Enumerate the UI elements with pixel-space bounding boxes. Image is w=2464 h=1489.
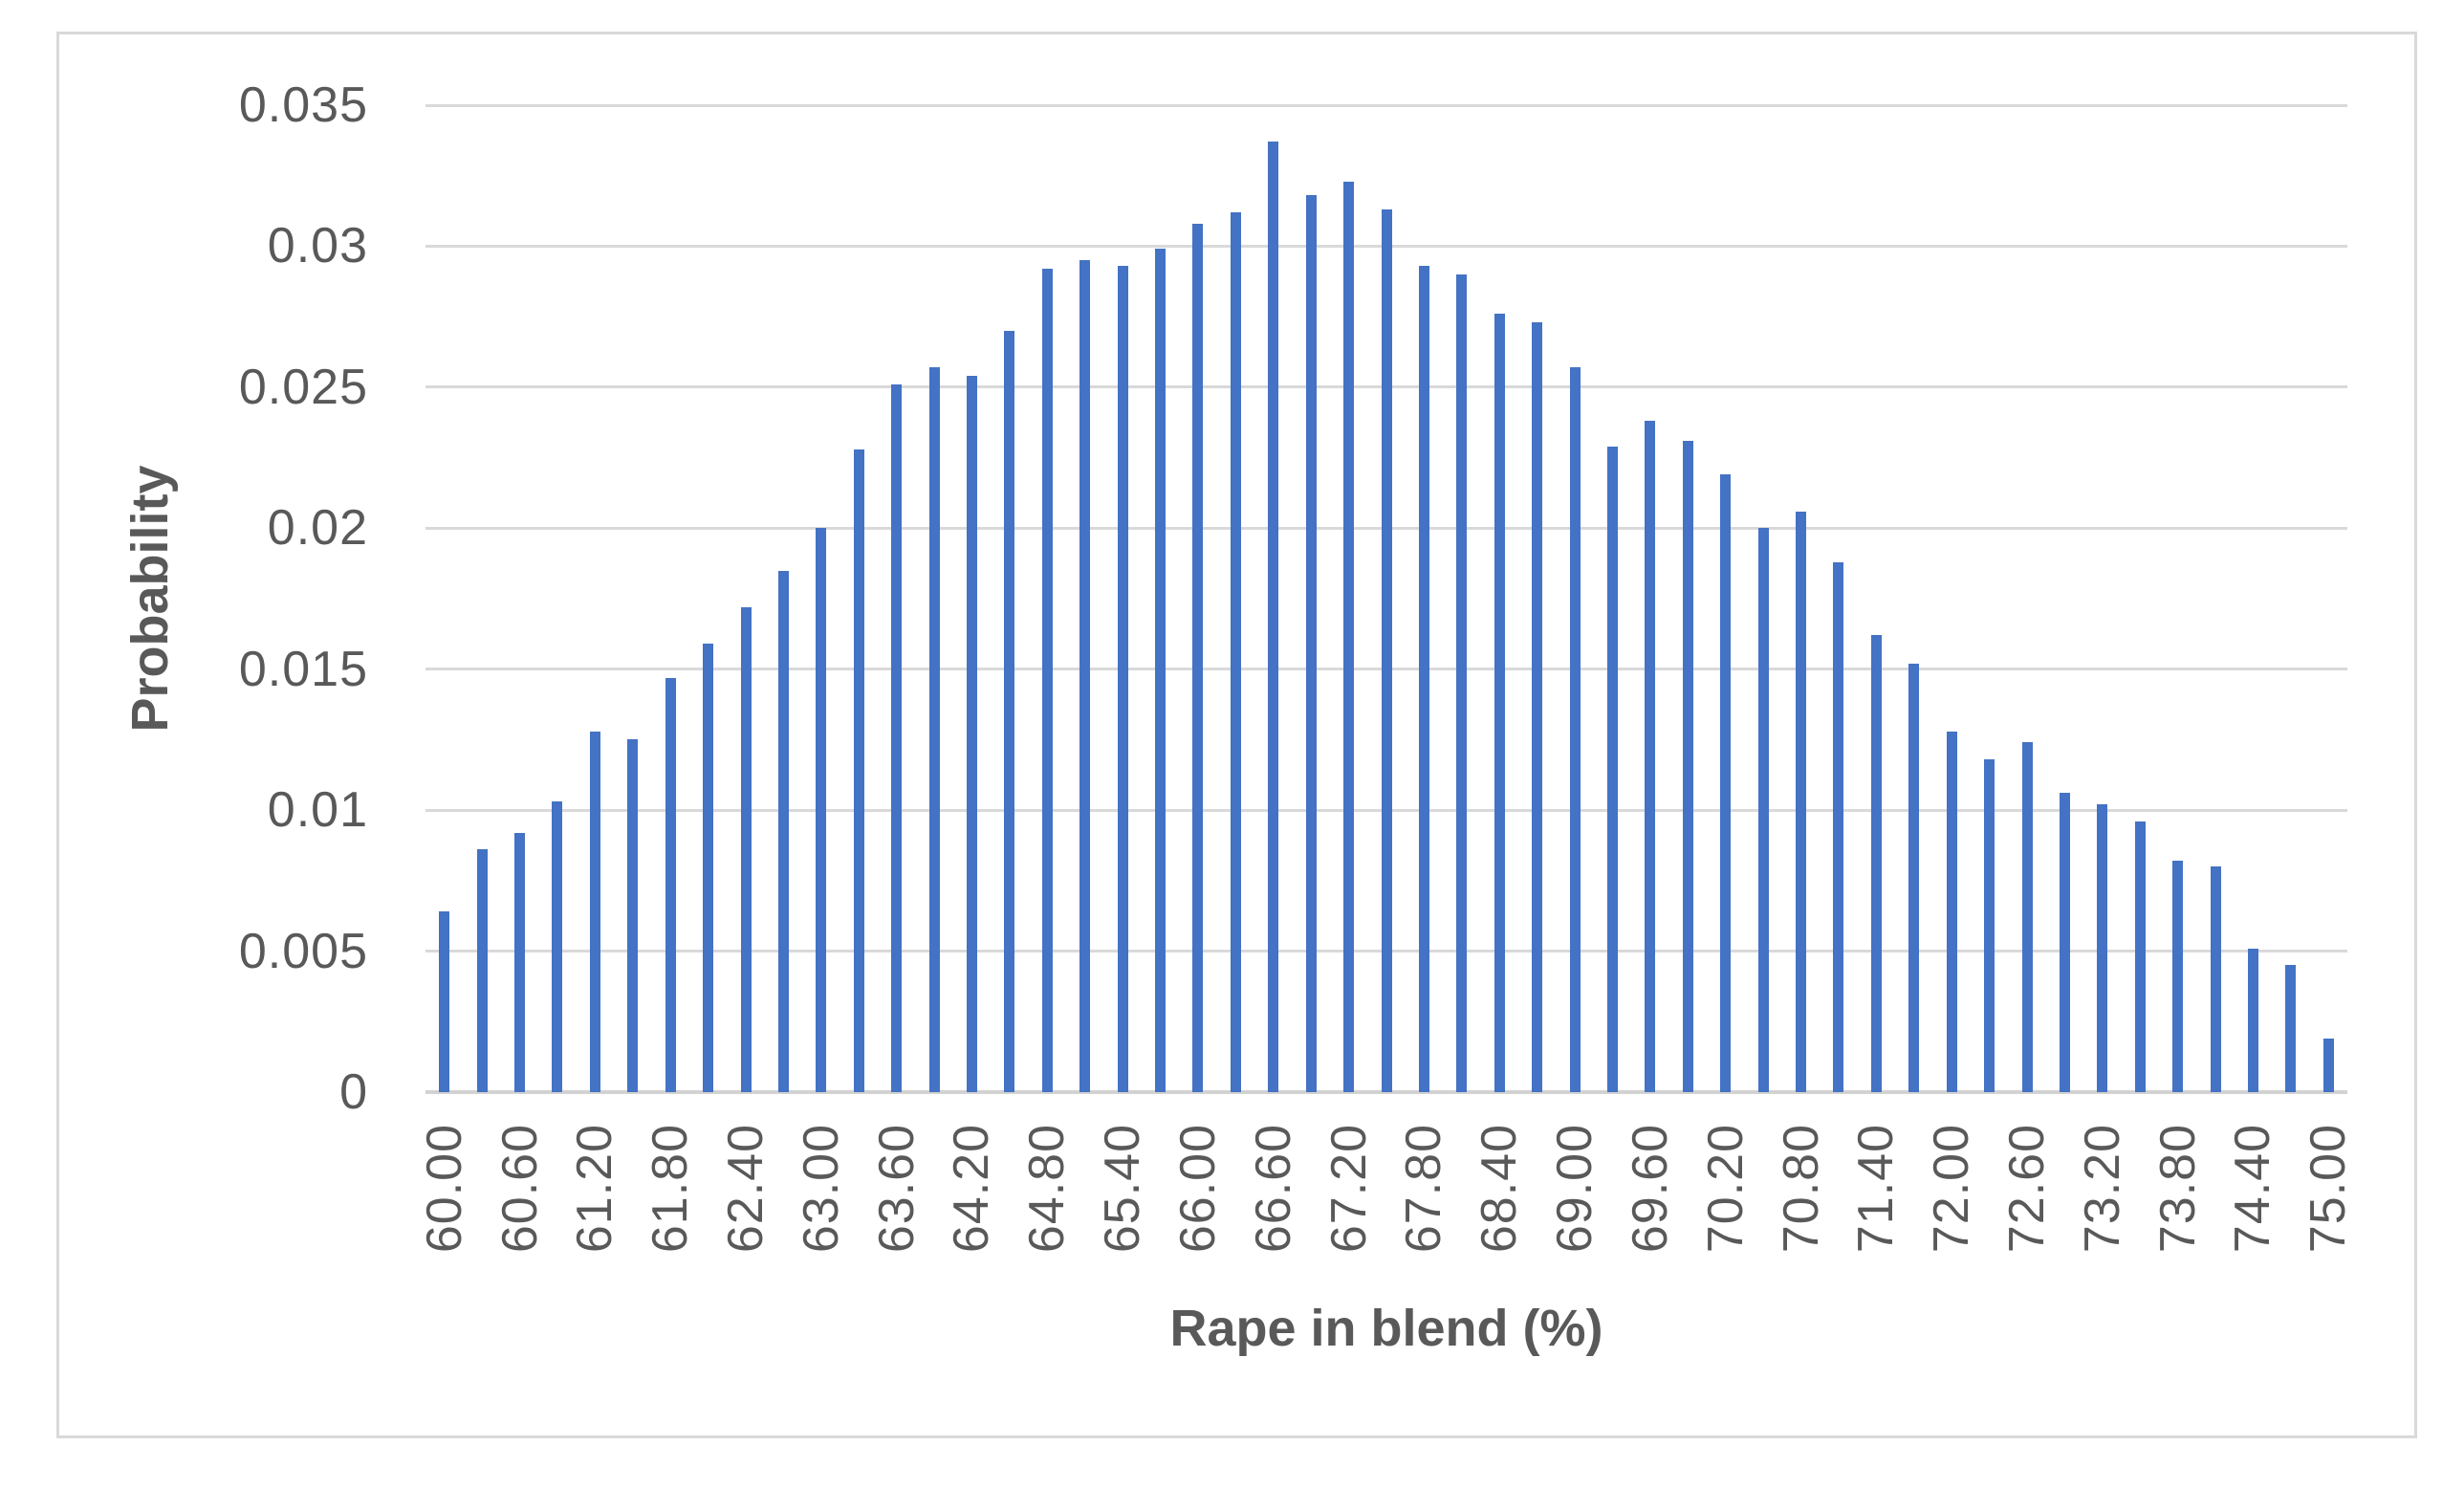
bar xyxy=(476,849,488,1092)
x-tick-label: 62.40 xyxy=(718,1124,774,1254)
bar xyxy=(2097,804,2108,1092)
x-tick-label: 73.20 xyxy=(2074,1124,2130,1254)
y-tick-label: 0.02 xyxy=(267,500,368,557)
bar xyxy=(1532,322,1543,1092)
bar xyxy=(853,449,864,1092)
y-tick-label: 0.01 xyxy=(267,782,368,839)
bar xyxy=(2021,742,2033,1092)
bar xyxy=(2247,948,2258,1092)
bar xyxy=(928,367,940,1092)
bar xyxy=(439,911,450,1092)
bar xyxy=(740,606,752,1092)
bar xyxy=(2210,866,2221,1092)
x-tick-label: 67.20 xyxy=(1320,1124,1377,1254)
bar xyxy=(891,383,903,1092)
bar xyxy=(777,570,789,1092)
x-tick-label: 72.00 xyxy=(1924,1124,1980,1254)
bar xyxy=(2322,1038,2334,1092)
x-tick-label: 66.00 xyxy=(1169,1124,1226,1254)
bar xyxy=(1984,759,1995,1092)
bar xyxy=(1041,269,1053,1092)
bar xyxy=(1720,474,1732,1092)
bar xyxy=(1946,731,1957,1092)
x-tick-label: 60.00 xyxy=(416,1124,472,1254)
y-tick-label: 0.005 xyxy=(238,923,368,979)
bar xyxy=(1569,367,1581,1092)
bar xyxy=(1833,561,1844,1092)
x-tick-label: 61.80 xyxy=(643,1124,699,1254)
bar xyxy=(2134,821,2146,1092)
bar xyxy=(552,801,563,1092)
bar xyxy=(816,528,827,1092)
x-tick-label: 63.60 xyxy=(868,1124,925,1254)
bar xyxy=(1305,195,1317,1092)
bar xyxy=(1645,421,1656,1092)
bar xyxy=(1155,249,1167,1092)
x-tick-label: 67.80 xyxy=(1396,1124,1452,1254)
bar xyxy=(1418,266,1429,1092)
bar xyxy=(627,739,639,1092)
gridline xyxy=(425,103,2347,107)
bar xyxy=(1381,209,1392,1092)
x-tick-label: 69.60 xyxy=(1622,1124,1678,1254)
x-tick-label: 65.40 xyxy=(1095,1124,1151,1254)
y-tick-label: 0.025 xyxy=(238,359,368,415)
y-tick-label: 0.035 xyxy=(238,77,368,133)
x-tick-label: 75.00 xyxy=(2300,1124,2357,1254)
bar xyxy=(703,644,714,1092)
y-axis-title: Probability xyxy=(121,465,179,733)
bar xyxy=(1192,223,1204,1092)
x-tick-label: 66.60 xyxy=(1245,1124,1301,1254)
x-tick-label: 70.80 xyxy=(1773,1124,1829,1254)
bar xyxy=(1606,446,1618,1092)
y-tick-label: 0.015 xyxy=(238,641,368,697)
bar xyxy=(589,731,600,1092)
x-tick-label: 72.60 xyxy=(1999,1124,2055,1254)
bar xyxy=(1117,266,1128,1092)
bar xyxy=(2059,793,2070,1092)
bar xyxy=(1494,314,1505,1092)
y-tick-label: 0 xyxy=(339,1064,368,1120)
bar xyxy=(665,677,676,1092)
x-axis-title: Rape in blend (%) xyxy=(1169,1300,1603,1357)
x-tick-label: 64.80 xyxy=(1019,1124,1076,1254)
bar xyxy=(1268,142,1279,1092)
bar xyxy=(1456,274,1468,1092)
x-tick-label: 74.40 xyxy=(2225,1124,2281,1254)
bar xyxy=(1004,330,1015,1092)
y-tick-label: 0.03 xyxy=(267,218,368,274)
bar xyxy=(1908,663,1920,1092)
bar xyxy=(1682,440,1693,1092)
x-tick-label: 68.40 xyxy=(1472,1124,1528,1254)
bar xyxy=(1796,511,1807,1092)
bar xyxy=(966,376,977,1092)
x-tick-label: 60.60 xyxy=(491,1124,548,1254)
x-tick-label: 71.40 xyxy=(1848,1124,1905,1254)
bar xyxy=(514,832,526,1092)
x-tick-label: 61.20 xyxy=(567,1124,623,1254)
bar xyxy=(1079,260,1091,1092)
bar xyxy=(2285,965,2297,1092)
x-tick-label: 64.20 xyxy=(944,1124,1000,1254)
x-axis-line xyxy=(425,1090,2347,1094)
x-tick-label: 69.00 xyxy=(1547,1124,1603,1254)
bar xyxy=(1870,635,1882,1092)
bar xyxy=(1230,212,1241,1092)
bar xyxy=(2172,861,2184,1092)
x-tick-label: 70.20 xyxy=(1697,1124,1754,1254)
bar xyxy=(1757,528,1769,1092)
x-tick-label: 63.00 xyxy=(793,1124,849,1254)
bar xyxy=(1343,181,1355,1092)
x-tick-label: 73.80 xyxy=(2149,1124,2206,1254)
